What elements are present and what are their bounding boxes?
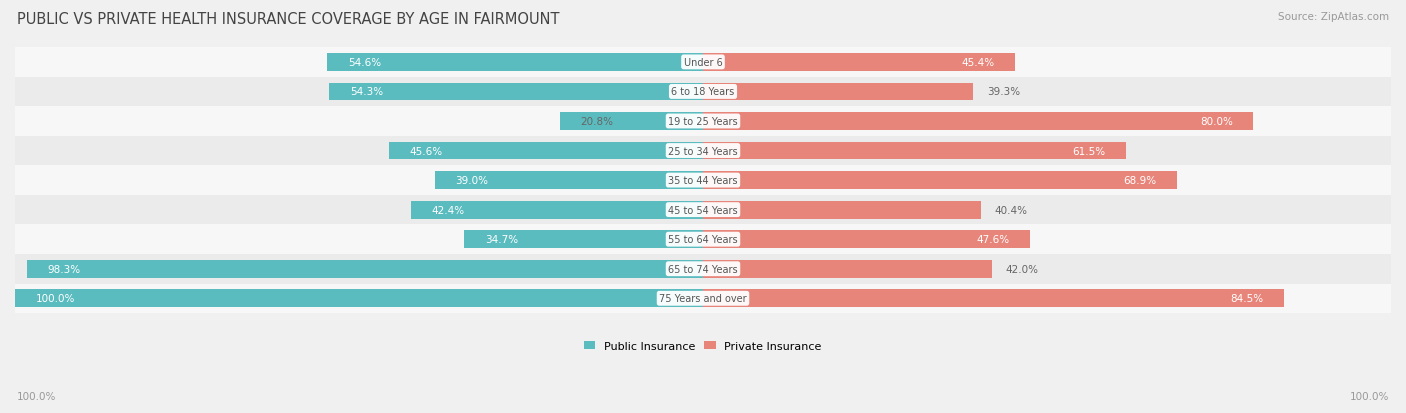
Bar — [560, 113, 703, 131]
Bar — [464, 231, 703, 249]
Text: 39.3%: 39.3% — [987, 87, 1021, 97]
Bar — [15, 48, 1391, 78]
Bar — [15, 195, 1391, 225]
Text: 42.0%: 42.0% — [1005, 264, 1039, 274]
Bar — [328, 54, 703, 71]
Text: Under 6: Under 6 — [683, 58, 723, 68]
Bar — [434, 172, 703, 190]
Bar — [703, 83, 973, 101]
Text: 100.0%: 100.0% — [1350, 391, 1389, 401]
Text: 100.0%: 100.0% — [35, 294, 75, 304]
Text: 75 Years and over: 75 Years and over — [659, 294, 747, 304]
Bar — [329, 83, 703, 101]
Bar — [15, 136, 1391, 166]
Bar — [703, 201, 981, 219]
Text: 34.7%: 34.7% — [485, 235, 517, 244]
Text: 39.0%: 39.0% — [456, 176, 488, 185]
Bar — [412, 201, 703, 219]
Bar — [703, 290, 1284, 307]
Text: Source: ZipAtlas.com: Source: ZipAtlas.com — [1278, 12, 1389, 22]
Text: 100.0%: 100.0% — [17, 391, 56, 401]
Text: 65 to 74 Years: 65 to 74 Years — [668, 264, 738, 274]
Bar — [389, 142, 703, 160]
Text: 54.3%: 54.3% — [350, 87, 384, 97]
Bar — [703, 54, 1015, 71]
Text: 45.6%: 45.6% — [411, 146, 443, 156]
Text: 80.0%: 80.0% — [1199, 117, 1233, 127]
Text: 20.8%: 20.8% — [581, 117, 613, 127]
Text: 45.4%: 45.4% — [962, 58, 994, 68]
Bar — [703, 113, 1253, 131]
Text: 68.9%: 68.9% — [1123, 176, 1156, 185]
Text: PUBLIC VS PRIVATE HEALTH INSURANCE COVERAGE BY AGE IN FAIRMOUNT: PUBLIC VS PRIVATE HEALTH INSURANCE COVER… — [17, 12, 560, 27]
Text: 25 to 34 Years: 25 to 34 Years — [668, 146, 738, 156]
Text: 19 to 25 Years: 19 to 25 Years — [668, 117, 738, 127]
Text: 84.5%: 84.5% — [1230, 294, 1264, 304]
Bar — [703, 260, 993, 278]
Bar — [703, 142, 1126, 160]
Bar — [703, 231, 1031, 249]
Text: 98.3%: 98.3% — [48, 264, 80, 274]
Text: 42.4%: 42.4% — [432, 205, 465, 215]
Bar — [27, 260, 703, 278]
Bar — [15, 107, 1391, 136]
Text: 35 to 44 Years: 35 to 44 Years — [668, 176, 738, 185]
Bar — [703, 172, 1177, 190]
Bar — [15, 254, 1391, 284]
Legend: Public Insurance, Private Insurance: Public Insurance, Private Insurance — [579, 337, 827, 356]
Text: 45 to 54 Years: 45 to 54 Years — [668, 205, 738, 215]
Text: 61.5%: 61.5% — [1073, 146, 1105, 156]
Text: 6 to 18 Years: 6 to 18 Years — [672, 87, 734, 97]
Bar — [15, 284, 1391, 313]
Bar — [15, 290, 703, 307]
Bar — [15, 225, 1391, 254]
Bar — [15, 78, 1391, 107]
Bar — [15, 166, 1391, 195]
Text: 55 to 64 Years: 55 to 64 Years — [668, 235, 738, 244]
Text: 54.6%: 54.6% — [349, 58, 381, 68]
Text: 40.4%: 40.4% — [994, 205, 1028, 215]
Text: 47.6%: 47.6% — [977, 235, 1010, 244]
